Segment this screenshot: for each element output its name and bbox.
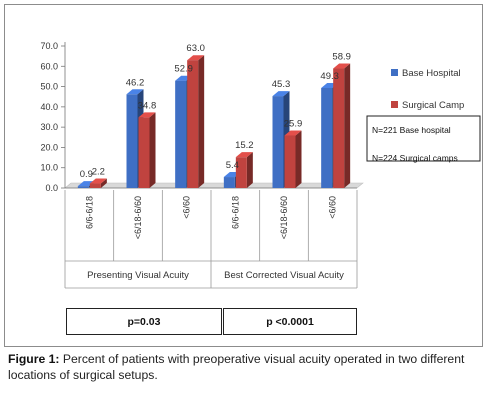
bar-base-hospital [272, 96, 284, 188]
sample-size-note: N=221 Base hospital [372, 125, 451, 135]
data-label: 25.9 [284, 118, 303, 129]
p-value-best-corrected: p <0.0001 [223, 308, 357, 335]
data-label: 52.9 [174, 64, 193, 75]
category-label: <6/60 [182, 196, 192, 219]
legend-label: Base Hospital [402, 68, 461, 79]
plot-floor [64, 182, 364, 189]
data-label: 58.9 [332, 52, 351, 63]
legend-swatch [391, 69, 398, 76]
data-label: 2.2 [92, 167, 105, 178]
legend-label: Surgical Camp [402, 100, 464, 111]
y-tick-label: 10.0 [40, 163, 58, 173]
bar-base-hospital-top [126, 89, 144, 95]
y-tick-label: 50.0 [40, 82, 58, 92]
bar-base-hospital [321, 87, 333, 188]
data-label: 49.3 [320, 71, 339, 82]
data-label: 0.9 [80, 169, 93, 180]
y-tick-label: 0.0 [45, 183, 58, 193]
bar-surgical-camp [138, 117, 150, 188]
bar-surgical-camp-side [198, 55, 205, 189]
y-tick-label: 70.0 [40, 41, 58, 51]
y-tick-label: 40.0 [40, 102, 58, 112]
bar-surgical-camp-top [89, 178, 107, 184]
bar-base-hospital-top [77, 181, 95, 187]
bar-surgical-camp-top [187, 55, 205, 61]
bar-base-hospital [175, 80, 187, 188]
bar-surgical-camp-top [284, 130, 302, 136]
sample-size-box [366, 115, 481, 162]
bar-surgical-camp [333, 68, 345, 188]
bar-surgical-camp-top [333, 63, 351, 69]
data-label: 5.4 [226, 160, 239, 171]
bar-surgical-camp [187, 60, 199, 189]
group-label: Presenting Visual Acuity [87, 270, 189, 281]
bar-surgical-camp [89, 183, 101, 188]
data-label: 46.2 [126, 77, 145, 88]
category-label: 6/6-6/18 [84, 196, 94, 229]
bar-surgical-camp [235, 157, 247, 188]
bar-surgical-camp-top [235, 152, 253, 158]
bar-surgical-camp-side [246, 152, 253, 188]
legend-swatch [391, 101, 398, 108]
bar-base-hospital [223, 177, 235, 188]
category-label: <6/60 [328, 196, 338, 219]
p-value-presenting: p=0.03 [66, 308, 222, 335]
y-tick-label: 60.0 [40, 61, 58, 71]
category-label: <6/18-6/60 [279, 196, 289, 239]
category-label: <6/18-6/60 [133, 196, 143, 239]
bar-surgical-camp-side [100, 178, 107, 188]
sample-size-note: N=224 Surgical camps [372, 153, 458, 163]
bar-chart: 0.0 10.0 20.0 30.0 40.0 50.0 60.0 70.0 0.9 46.2 5… [40, 41, 481, 289]
category-label: 6/6-6/18 [230, 196, 240, 229]
bar-surgical-camp-side [149, 112, 156, 188]
data-label: 15.2 [235, 140, 254, 151]
caption-label: Figure 1: [8, 352, 60, 366]
bar-surgical-camp [284, 135, 296, 188]
plot-back-wall [71, 41, 363, 183]
bar-surgical-camp-side [344, 63, 351, 188]
figure-caption: Figure 1: Percent of patients with preop… [8, 351, 482, 383]
figure-frame: 0.0 10.0 20.0 30.0 40.0 50.0 60.0 70.0 0.9 46.2 5… [4, 4, 483, 347]
data-label: 45.3 [272, 79, 291, 90]
data-label: 34.8 [138, 100, 157, 111]
bar-base-hospital-top [272, 91, 290, 97]
bar-base-hospital [126, 94, 138, 188]
data-label: 63.0 [186, 43, 205, 54]
caption-text: Percent of patients with preoperative vi… [8, 352, 465, 382]
y-tick-label: 30.0 [40, 122, 58, 132]
bar-base-hospital [77, 186, 89, 188]
y-tick-label: 20.0 [40, 142, 58, 152]
group-label: Best Corrected Visual Acuity [224, 270, 344, 281]
bar-surgical-camp-side [295, 130, 302, 188]
bar-surgical-camp-top [138, 112, 156, 118]
